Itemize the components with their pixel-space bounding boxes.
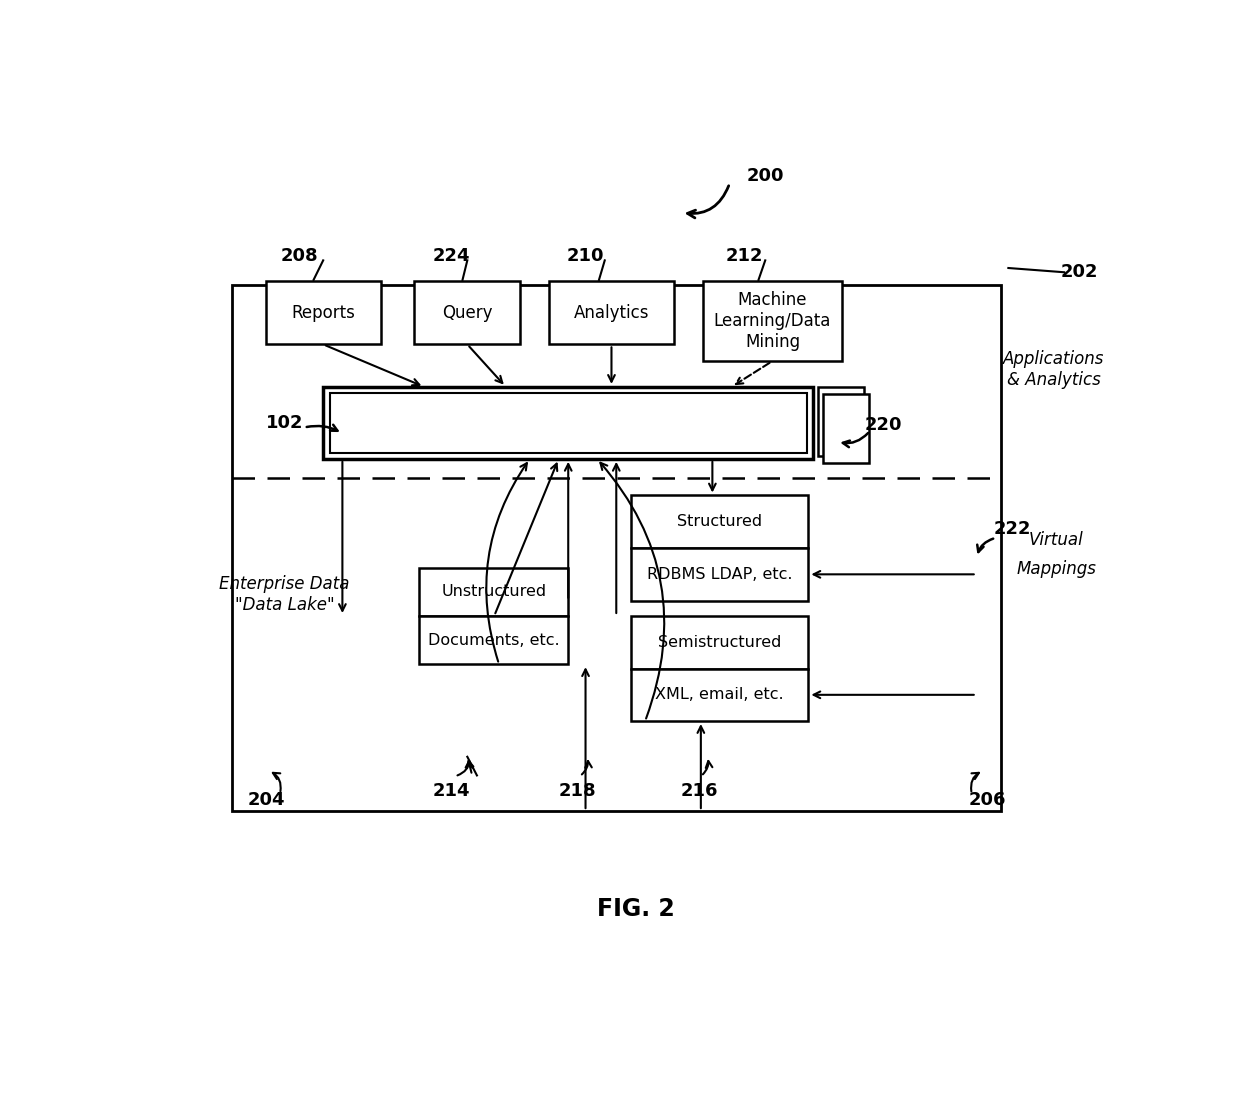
Text: 220: 220	[864, 415, 903, 434]
Bar	[265, 281, 381, 344]
Text: 102: 102	[267, 414, 304, 432]
Text: Reports: Reports	[291, 303, 355, 322]
Text: 222: 222	[993, 519, 1030, 538]
Bar	[631, 548, 808, 601]
Bar	[419, 616, 568, 665]
Bar	[818, 387, 864, 456]
Text: Unstructured: Unstructured	[441, 584, 547, 599]
Bar	[703, 281, 842, 361]
Text: 216: 216	[681, 781, 718, 800]
Text: 224: 224	[433, 247, 470, 266]
Text: Applications
& Analytics: Applications & Analytics	[1003, 350, 1105, 389]
Text: 214: 214	[433, 781, 470, 800]
Text: 200: 200	[746, 168, 784, 185]
Text: 202: 202	[1060, 263, 1099, 281]
Text: 208: 208	[280, 247, 317, 266]
Text: 212: 212	[725, 247, 763, 266]
Bar	[549, 281, 675, 344]
Bar	[631, 496, 808, 548]
Text: 218: 218	[559, 781, 596, 800]
Text: Documents, etc.: Documents, etc.	[428, 633, 559, 648]
Bar	[419, 568, 568, 616]
Text: Semistructured: Semistructured	[658, 635, 781, 650]
Text: Query: Query	[443, 303, 492, 322]
Bar	[330, 392, 806, 453]
Text: Structured: Structured	[677, 515, 763, 529]
Text: Enterprise Data
"Data Lake": Enterprise Data "Data Lake"	[219, 575, 350, 614]
Text: Virtual: Virtual	[1029, 530, 1084, 549]
Text: 204: 204	[248, 791, 285, 809]
Bar	[631, 669, 808, 721]
Bar	[631, 616, 808, 669]
Text: FIG. 2: FIG. 2	[596, 897, 675, 920]
Bar	[324, 387, 813, 458]
Text: 206: 206	[968, 791, 1006, 809]
Text: Analytics: Analytics	[574, 303, 650, 322]
Bar	[414, 281, 521, 344]
Bar	[232, 285, 1001, 811]
Text: Mappings: Mappings	[1017, 560, 1096, 579]
Bar	[823, 393, 869, 463]
Text: 210: 210	[567, 247, 604, 266]
Text: XML, email, etc.: XML, email, etc.	[655, 688, 784, 702]
Text: Machine
Learning/Data
Mining: Machine Learning/Data Mining	[714, 291, 831, 350]
Text: RDBMS LDAP, etc.: RDBMS LDAP, etc.	[647, 566, 792, 582]
